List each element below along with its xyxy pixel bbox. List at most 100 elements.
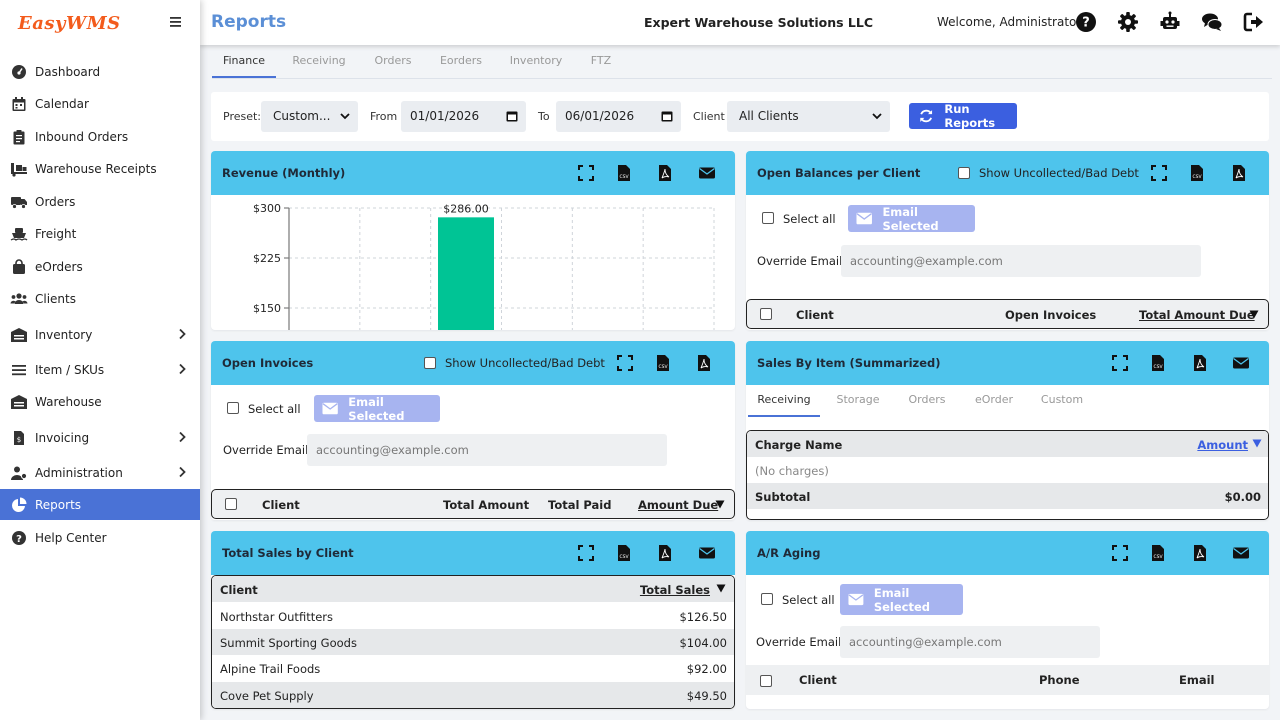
run-reports-button[interactable]: Run Reports — [909, 102, 1017, 130]
csv-export-icon[interactable]: CSV — [654, 354, 672, 372]
header-select-checkbox[interactable] — [760, 675, 772, 687]
sidebar-item-warehouse-receipts[interactable]: Warehouse Receipts — [0, 153, 200, 184]
select-all-checkbox[interactable] — [761, 593, 773, 605]
from-date-input[interactable]: 01/01/2026 — [401, 101, 526, 132]
table-row[interactable]: Summit Sporting Goods $104.00 — [212, 629, 734, 655]
settings-gear-icon[interactable] — [1117, 11, 1139, 33]
column-header-total-amount[interactable]: Total Amount — [443, 498, 530, 512]
column-header-total-sales[interactable]: Total Sales — [639, 583, 710, 597]
subtab-storage[interactable]: Storage — [836, 393, 880, 406]
subtab-orders[interactable]: Orders — [908, 393, 946, 406]
pdf-export-icon[interactable] — [1230, 164, 1248, 182]
fullscreen-icon[interactable] — [577, 164, 595, 182]
logout-icon[interactable] — [1243, 11, 1265, 33]
sidebar-item-warehouse[interactable]: Warehouse — [0, 386, 200, 417]
sort-desc-icon[interactable] — [716, 584, 726, 593]
app-logo[interactable]: EasyWMS — [18, 13, 121, 34]
tab-orders[interactable]: Orders — [374, 54, 412, 67]
pdf-export-icon[interactable] — [656, 544, 674, 562]
column-header-total-paid[interactable]: Total Paid — [548, 498, 612, 512]
email-icon[interactable] — [1232, 544, 1250, 562]
subtab-custom[interactable]: Custom — [1040, 393, 1084, 406]
email-icon[interactable] — [698, 544, 716, 562]
csv-export-icon[interactable]: CSV — [1149, 354, 1167, 372]
robot-icon[interactable] — [1159, 11, 1181, 33]
sidebar-item-inbound-orders[interactable]: Inbound Orders — [0, 121, 200, 152]
column-header-phone[interactable]: Phone — [1039, 673, 1080, 687]
help-icon[interactable]: ? — [1075, 11, 1097, 33]
column-header-client[interactable]: Client — [799, 673, 837, 687]
pdf-export-icon[interactable] — [1191, 544, 1209, 562]
client-select[interactable]: All Clients — [727, 101, 890, 132]
table-row[interactable]: Northstar Outfitters $126.50 — [212, 603, 734, 629]
calendar-icon[interactable] — [661, 110, 673, 122]
sidebar-item-inventory[interactable]: Inventory — [0, 319, 200, 350]
header-select-checkbox[interactable] — [225, 498, 237, 510]
csv-export-icon[interactable]: CSV — [1149, 544, 1167, 562]
chat-bubbles-icon[interactable] — [1201, 11, 1223, 33]
tab-eorders[interactable]: Eorders — [439, 54, 482, 67]
pdf-export-icon[interactable] — [656, 164, 674, 182]
sidebar-item-dashboard[interactable]: Dashboard — [0, 56, 200, 87]
fullscreen-icon[interactable] — [577, 544, 595, 562]
sidebar-item-freight[interactable]: Freight — [0, 218, 200, 249]
subtab-eorder[interactable]: eOrder — [974, 393, 1014, 406]
sidebar-item-label: Dashboard — [35, 64, 101, 79]
override-email-input[interactable]: accounting@example.com — [840, 626, 1100, 658]
pdf-export-icon[interactable] — [695, 354, 713, 372]
calendar-icon[interactable] — [506, 110, 518, 122]
csv-export-icon[interactable]: CSV — [615, 544, 633, 562]
fullscreen-icon[interactable] — [1150, 164, 1168, 182]
fullscreen-icon[interactable] — [1111, 354, 1129, 372]
csv-export-icon[interactable]: CSV — [615, 164, 633, 182]
card-title: Total Sales by Client — [222, 546, 354, 560]
column-header-total-amount-due[interactable]: Total Amount Due — [1139, 308, 1255, 322]
tab-finance[interactable]: Finance — [212, 46, 276, 78]
tab-receiving[interactable]: Receiving — [292, 54, 346, 67]
column-header-client[interactable]: Client — [220, 583, 258, 597]
sidebar-item-reports[interactable]: Reports — [0, 489, 200, 520]
table-row[interactable]: Cove Pet Supply $49.50 — [212, 682, 734, 708]
column-header-charge-name[interactable]: Charge Name — [755, 438, 843, 452]
tab-inventory[interactable]: Inventory — [509, 54, 563, 67]
email-icon[interactable] — [698, 164, 716, 182]
select-all-checkbox[interactable] — [227, 402, 239, 414]
sidebar-item-orders[interactable]: Orders — [0, 186, 200, 217]
header-select-checkbox[interactable] — [760, 308, 772, 320]
fullscreen-icon[interactable] — [616, 354, 634, 372]
sidebar-item-help-center[interactable]: ? Help Center — [0, 522, 200, 553]
fullscreen-icon[interactable] — [1111, 544, 1129, 562]
sort-desc-icon[interactable] — [715, 500, 725, 509]
sort-desc-icon[interactable] — [1252, 439, 1262, 448]
column-header-amount[interactable]: Amount — [1197, 438, 1248, 452]
column-header-email[interactable]: Email — [1179, 673, 1215, 687]
column-header-client[interactable]: Client — [796, 308, 834, 322]
subtab-receiving[interactable]: Receiving — [748, 391, 820, 417]
show-uncollected-checkbox[interactable] — [958, 167, 970, 179]
select-all-checkbox[interactable] — [762, 212, 774, 224]
sidebar-item-clients[interactable]: Clients — [0, 283, 200, 314]
email-selected-button[interactable]: Email Selected — [848, 205, 975, 233]
email-selected-button[interactable]: Email Selected — [314, 395, 440, 423]
tab-ftz[interactable]: FTZ — [590, 54, 612, 67]
sort-desc-icon[interactable] — [1249, 310, 1259, 319]
preset-select[interactable]: Custom... — [261, 101, 358, 132]
csv-export-icon[interactable]: CSV — [1188, 164, 1206, 182]
column-header-amount-due[interactable]: Amount Due — [638, 498, 719, 512]
override-email-input[interactable]: accounting@example.com — [841, 245, 1201, 277]
sidebar-item-calendar[interactable]: Calendar — [0, 88, 200, 119]
email-icon[interactable] — [1232, 354, 1250, 372]
table-row[interactable]: Alpine Trail Foods $92.00 — [212, 655, 734, 681]
email-selected-button[interactable]: Email Selected — [840, 584, 963, 615]
sidebar-item-eorders[interactable]: eOrders — [0, 251, 200, 282]
override-email-input[interactable]: accounting@example.com — [307, 434, 667, 466]
hamburger-menu-icon[interactable] — [168, 14, 184, 30]
column-header-client[interactable]: Client — [262, 498, 300, 512]
sidebar-item-invoicing[interactable]: $ Invoicing — [0, 422, 200, 453]
sidebar-item-item-skus[interactable]: Item / SKUs — [0, 354, 200, 385]
column-header-open-invoices[interactable]: Open Invoices — [1005, 308, 1097, 322]
to-date-input[interactable]: 06/01/2026 — [556, 101, 681, 132]
pdf-export-icon[interactable] — [1191, 354, 1209, 372]
sidebar-item-administration[interactable]: Administration — [0, 457, 200, 488]
show-uncollected-checkbox[interactable] — [424, 357, 436, 369]
